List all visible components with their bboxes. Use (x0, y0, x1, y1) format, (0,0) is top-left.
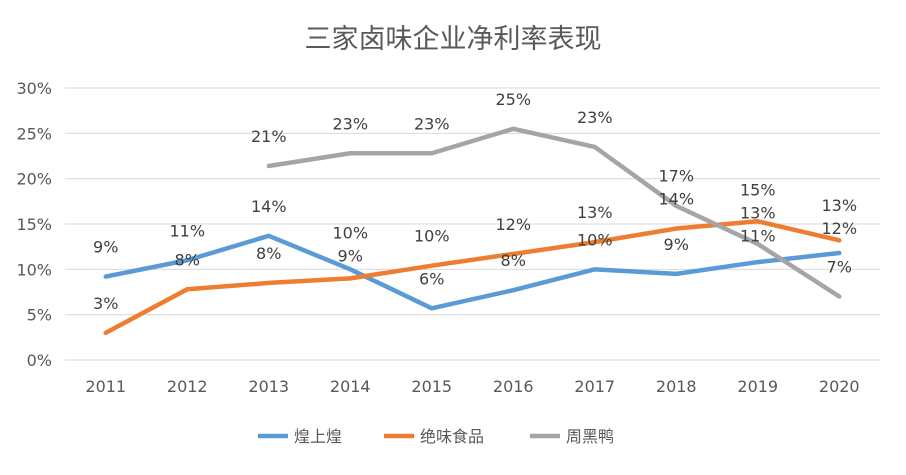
x-tick-label: 2015 (411, 377, 452, 396)
data-label: 21% (251, 127, 287, 146)
data-label: 13% (821, 196, 857, 215)
x-tick-label: 2020 (819, 377, 860, 396)
data-label: 10% (332, 223, 368, 242)
x-tick-label: 2016 (493, 377, 534, 396)
data-label: 8% (175, 250, 200, 269)
data-label: 14% (251, 197, 287, 216)
data-label: 7% (827, 258, 852, 277)
data-label: 13% (740, 203, 776, 222)
data-label: 9% (93, 238, 118, 257)
data-label: 13% (577, 203, 613, 222)
x-tick-label: 2018 (656, 377, 697, 396)
x-tick-label: 2013 (248, 377, 289, 396)
y-tick-label: 30% (16, 79, 52, 98)
y-tick-label: 25% (16, 124, 52, 143)
y-tick-label: 5% (27, 306, 52, 325)
data-label: 9% (338, 246, 363, 265)
data-label: 23% (414, 114, 450, 133)
y-tick-label: 0% (27, 351, 52, 370)
data-label: 11% (169, 221, 205, 240)
data-label: 12% (821, 219, 857, 238)
series-line (106, 221, 840, 333)
legend-label: 煌上煌 (294, 427, 342, 446)
data-label: 8% (256, 244, 281, 263)
data-label: 10% (414, 227, 450, 246)
data-label: 6% (419, 269, 444, 288)
data-label: 11% (740, 226, 776, 245)
data-label: 8% (501, 251, 526, 270)
series-line (106, 236, 840, 309)
y-tick-label: 20% (16, 170, 52, 189)
data-label: 3% (93, 294, 118, 313)
data-label: 25% (495, 90, 531, 109)
data-label: 15% (740, 180, 776, 199)
data-label: 14% (658, 190, 694, 209)
y-tick-label: 15% (16, 215, 52, 234)
y-tick-label: 10% (16, 260, 52, 279)
x-tick-label: 2012 (167, 377, 208, 396)
legend-label: 绝味食品 (420, 427, 484, 446)
data-label: 10% (577, 230, 613, 249)
x-tick-label: 2019 (737, 377, 778, 396)
x-tick-label: 2017 (574, 377, 615, 396)
legend-label: 周黑鸭 (566, 427, 614, 446)
data-label: 17% (658, 167, 694, 186)
x-tick-label: 2014 (330, 377, 371, 396)
data-label: 9% (664, 235, 689, 254)
x-tick-label: 2011 (85, 377, 126, 396)
chart-title: 三家卤味企业净利率表现 (305, 24, 602, 55)
data-label: 23% (332, 114, 368, 133)
data-label: 23% (577, 108, 613, 127)
data-label: 12% (495, 215, 531, 234)
